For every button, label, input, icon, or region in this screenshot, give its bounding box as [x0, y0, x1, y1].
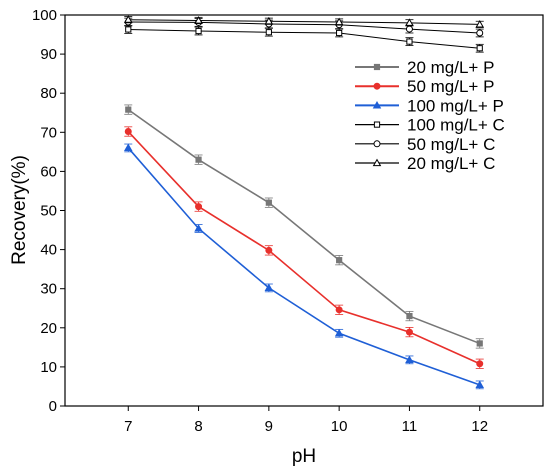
data-point [475, 19, 484, 28]
series-3 [124, 25, 484, 53]
series-line [127, 147, 481, 386]
series-4 [124, 17, 484, 38]
legend-marker [373, 121, 381, 128]
y-tick-label: 10 [40, 359, 57, 376]
legend-marker [373, 140, 381, 148]
data-point [476, 29, 484, 37]
series-line [128, 19, 480, 25]
x-tick-label: 12 [471, 418, 488, 435]
legend-entry: 20 mg/L+ P [355, 58, 494, 77]
data-point [405, 328, 413, 336]
data-point [476, 340, 483, 347]
legend-entry: 100 mg/L+ C [355, 116, 505, 135]
y-tick-label: 100 [32, 7, 57, 24]
series-line [127, 108, 481, 345]
data-point [405, 25, 413, 33]
legend-marker [373, 63, 381, 71]
data-point [265, 29, 272, 36]
legend-marker [372, 158, 382, 167]
data-point [195, 203, 203, 211]
data-point [124, 128, 132, 136]
legend-label: 20 mg/L+ P [407, 58, 494, 77]
legend-label: 100 mg/L+ P [407, 96, 504, 115]
data-point [124, 15, 133, 23]
x-tick-label: 7 [124, 418, 132, 435]
series-0 [124, 104, 484, 349]
data-point [124, 143, 133, 152]
legend-marker [373, 82, 381, 90]
y-tick-label: 30 [40, 281, 57, 298]
data-point [336, 257, 343, 264]
data-point [406, 38, 413, 45]
x-tick-label: 9 [265, 418, 273, 435]
legend-label: 50 mg/L+ P [407, 77, 494, 96]
legend-entry: 50 mg/L+ P [355, 77, 494, 96]
legend-entry: 50 mg/L+ C [355, 135, 495, 154]
data-point [265, 246, 273, 254]
legend-label: 50 mg/L+ C [407, 135, 495, 154]
data-point [194, 16, 203, 24]
data-point [334, 328, 344, 337]
data-point [265, 199, 272, 206]
data-point [405, 355, 414, 363]
legend-entry: 20 mg/L+ C [355, 154, 495, 173]
y-axis-title: Recovery(%) [9, 155, 30, 265]
x-tick-label: 11 [402, 418, 418, 435]
y-tick-label: 70 [40, 124, 57, 141]
data-point [476, 45, 483, 52]
data-point [336, 29, 343, 37]
data-point [194, 224, 203, 232]
data-point [125, 106, 132, 113]
series-1 [124, 126, 484, 369]
y-tick-label: 80 [40, 85, 57, 102]
y-tick-label: 60 [40, 163, 57, 180]
y-tick-label: 50 [40, 203, 57, 220]
series-5 [124, 15, 484, 28]
data-point [264, 16, 274, 25]
data-point [476, 360, 484, 368]
data-point [335, 306, 343, 314]
legend-marker [372, 100, 382, 109]
data-point [334, 17, 344, 26]
y-tick-label: 90 [40, 46, 57, 63]
legend-entry: 100 mg/L+ P [355, 96, 504, 115]
series-line [128, 21, 480, 34]
axes-group: 0 10 20 30 40 50 60 70 80 90 100 7 8 9 10 11 12 [32, 7, 488, 435]
series-2 [124, 143, 484, 390]
data-point [195, 156, 202, 163]
data-point [195, 27, 202, 35]
data-point [264, 283, 274, 292]
legend-label: 100 mg/L+ C [407, 116, 505, 135]
y-tick-label: 40 [40, 242, 57, 259]
data-point [125, 26, 132, 33]
series-group [124, 15, 484, 390]
y-tick-label: 20 [40, 320, 57, 337]
series-line [127, 130, 481, 365]
data-point [405, 18, 414, 26]
y-tick-label: 0 [49, 398, 57, 415]
x-tick-label: 8 [194, 418, 202, 435]
series-line [128, 28, 480, 49]
data-point [475, 380, 484, 388]
x-tick-label: 10 [331, 418, 348, 435]
x-axis-title: pH [292, 446, 316, 467]
data-point [406, 312, 413, 320]
legend-label: 20 mg/L+ C [407, 154, 495, 173]
